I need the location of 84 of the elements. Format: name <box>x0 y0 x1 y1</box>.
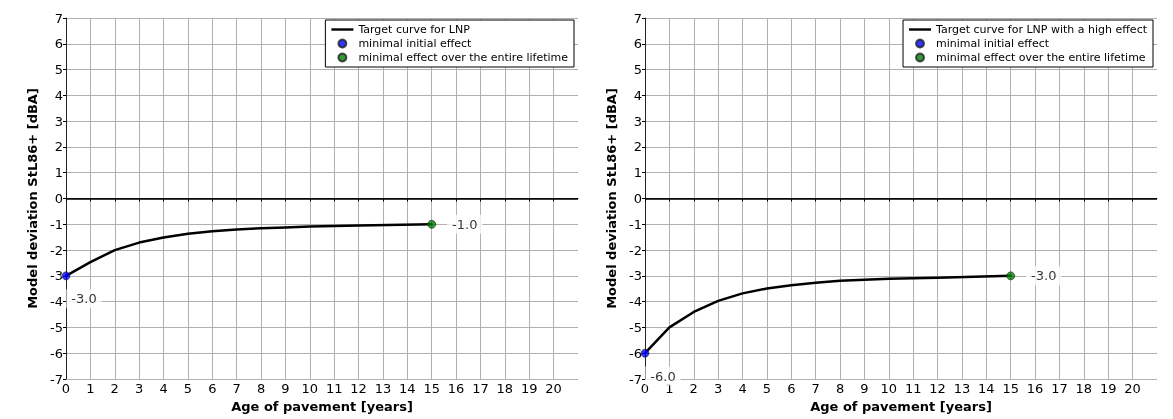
y-tick-label: -6 <box>50 345 63 361</box>
y-axis-title: Model deviation StL86+ [dBA] <box>25 88 41 309</box>
x-tick-label: 10 <box>301 381 319 396</box>
y-tick-label: -3 <box>50 268 63 284</box>
y-tick-label: 0 <box>633 191 642 206</box>
y-tick-label: 6 <box>54 36 63 52</box>
x-tick-label: 11 <box>325 381 343 396</box>
y-tick-label: 6 <box>633 36 642 52</box>
x-tick-label: 18 <box>1075 381 1093 396</box>
y-tick-label: 2 <box>633 139 642 155</box>
y-tick-label: -1 <box>50 216 63 232</box>
x-tick-label: 16 <box>1026 381 1044 396</box>
legend-label: Target curve for LNP with a high effect <box>935 23 1148 36</box>
x-tick-label: 15 <box>423 381 440 396</box>
x-tick-label: 20 <box>545 381 562 396</box>
x-tick-label: 7 <box>811 381 820 396</box>
legend-label: minimal initial effect <box>936 37 1050 50</box>
y-tick-label: 4 <box>54 87 63 103</box>
data-label: -3.0 <box>71 291 97 307</box>
y-tick-label: 7 <box>633 10 642 26</box>
x-tick-label: 5 <box>183 381 193 396</box>
x-tick-label: 19 <box>520 381 538 396</box>
y-tick-label: -4 <box>50 294 63 310</box>
y-tick-label: 5 <box>633 62 642 78</box>
data-label: -3.0 <box>1031 268 1057 284</box>
x-tick-label: 9 <box>281 381 290 396</box>
x-axis-title: Age of pavement [years] <box>231 398 413 414</box>
data-label: -1.0 <box>452 216 478 232</box>
x-tick-label: 1 <box>86 381 95 396</box>
y-tick-label: -1 <box>629 216 642 232</box>
y-tick-label: -5 <box>50 319 63 335</box>
x-tick-label: 9 <box>860 381 869 396</box>
y-tick-label: -2 <box>50 242 63 258</box>
x-tick-label: 12 <box>929 381 946 396</box>
legend-label: Target curve for LNP <box>357 23 471 36</box>
data-label: -6.0 <box>650 368 676 384</box>
y-tick-label: -5 <box>629 319 642 335</box>
x-tick-label: 20 <box>1124 381 1141 396</box>
x-tick-label: 2 <box>689 381 698 396</box>
y-tick-label: -4 <box>629 294 642 310</box>
y-axis-title: Model deviation StL86+ [dBA] <box>604 88 620 309</box>
legend-label: minimal effect over the entire lifetime <box>358 51 569 64</box>
x-tick-label: 13 <box>374 381 392 396</box>
y-tick-label: 7 <box>54 10 63 26</box>
x-tick-label: 4 <box>738 381 747 396</box>
x-tick-label: 18 <box>496 381 514 396</box>
y-tick-label: -7 <box>50 371 63 387</box>
x-tick-label: 16 <box>447 381 465 396</box>
x-tick-label: 19 <box>1099 381 1117 396</box>
x-tick-label: 1 <box>665 381 674 396</box>
x-axis-title: Age of pavement [years] <box>810 398 992 414</box>
y-tick-label: 3 <box>54 113 63 129</box>
x-tick-label: 6 <box>208 381 217 396</box>
x-tick-label: 3 <box>714 381 723 396</box>
y-tick-label: 1 <box>633 165 642 181</box>
x-tick-label: 10 <box>880 381 898 396</box>
y-tick-label: 4 <box>633 87 642 103</box>
x-tick-label: 17 <box>1051 381 1068 396</box>
y-tick-label: 3 <box>633 113 642 129</box>
x-tick-label: 15 <box>1002 381 1019 396</box>
y-tick-label: -6 <box>629 345 642 361</box>
y-tick-label: 0 <box>54 191 63 206</box>
x-tick-label: 7 <box>232 381 241 396</box>
x-tick-label: 12 <box>350 381 367 396</box>
y-tick-label: 5 <box>54 62 63 78</box>
y-tick-label: -7 <box>629 371 642 387</box>
x-tick-label: 13 <box>953 381 971 396</box>
x-tick-label: 6 <box>787 381 796 396</box>
x-tick-label: 8 <box>256 381 266 396</box>
x-tick-label: 8 <box>835 381 845 396</box>
y-tick-label: -2 <box>629 242 642 258</box>
y-tick-label: 1 <box>54 165 63 181</box>
legend-label: minimal effect over the entire lifetime <box>936 51 1146 64</box>
y-tick-label: 2 <box>54 139 63 155</box>
y-tick-label: -3 <box>629 268 642 284</box>
x-tick-label: 4 <box>159 381 168 396</box>
x-tick-label: 14 <box>978 381 995 396</box>
x-tick-label: 2 <box>110 381 119 396</box>
x-tick-label: 14 <box>399 381 416 396</box>
legend-label: minimal initial effect <box>358 37 473 50</box>
x-tick-label: 17 <box>472 381 489 396</box>
x-tick-label: 5 <box>762 381 772 396</box>
x-tick-label: 11 <box>904 381 922 396</box>
x-tick-label: 3 <box>135 381 144 396</box>
